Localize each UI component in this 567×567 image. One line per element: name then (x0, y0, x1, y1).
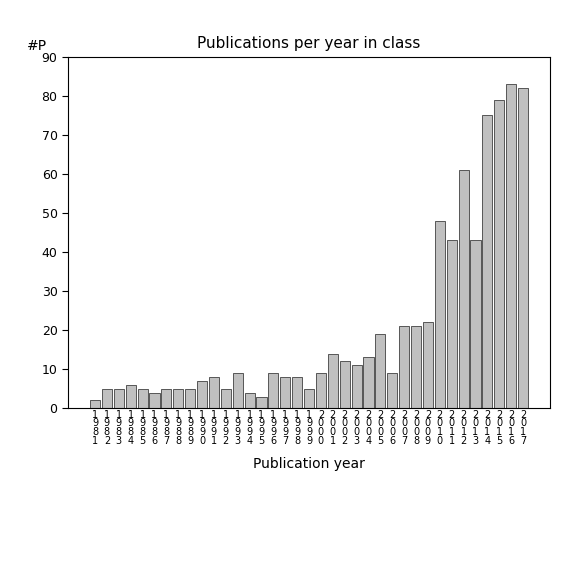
Bar (352, 365, 362, 408)
Bar (161, 389, 171, 408)
Bar (304, 389, 314, 408)
Bar (423, 322, 433, 408)
Bar (209, 377, 219, 408)
Bar (90, 400, 100, 408)
Bar (471, 240, 480, 408)
Bar (399, 326, 409, 408)
Bar (363, 357, 374, 408)
Text: #P: #P (27, 39, 47, 53)
Bar (316, 373, 326, 408)
Bar (221, 389, 231, 408)
Bar (185, 389, 195, 408)
Bar (197, 381, 207, 408)
Bar (102, 389, 112, 408)
Bar (506, 84, 516, 408)
Bar (459, 170, 469, 408)
Bar (256, 396, 266, 408)
Bar (126, 385, 136, 408)
Bar (328, 354, 338, 408)
Bar (244, 392, 255, 408)
Bar (280, 377, 290, 408)
Bar (149, 392, 159, 408)
Bar (138, 389, 147, 408)
Bar (268, 373, 278, 408)
Bar (387, 373, 397, 408)
Bar (375, 334, 386, 408)
Bar (232, 373, 243, 408)
Bar (173, 389, 183, 408)
Bar (483, 115, 492, 408)
Bar (518, 88, 528, 408)
Bar (494, 100, 504, 408)
Bar (411, 326, 421, 408)
Bar (114, 389, 124, 408)
X-axis label: Publication year: Publication year (253, 457, 365, 471)
Bar (435, 221, 445, 408)
Bar (292, 377, 302, 408)
Bar (447, 240, 457, 408)
Title: Publications per year in class: Publications per year in class (197, 36, 421, 52)
Bar (340, 361, 350, 408)
